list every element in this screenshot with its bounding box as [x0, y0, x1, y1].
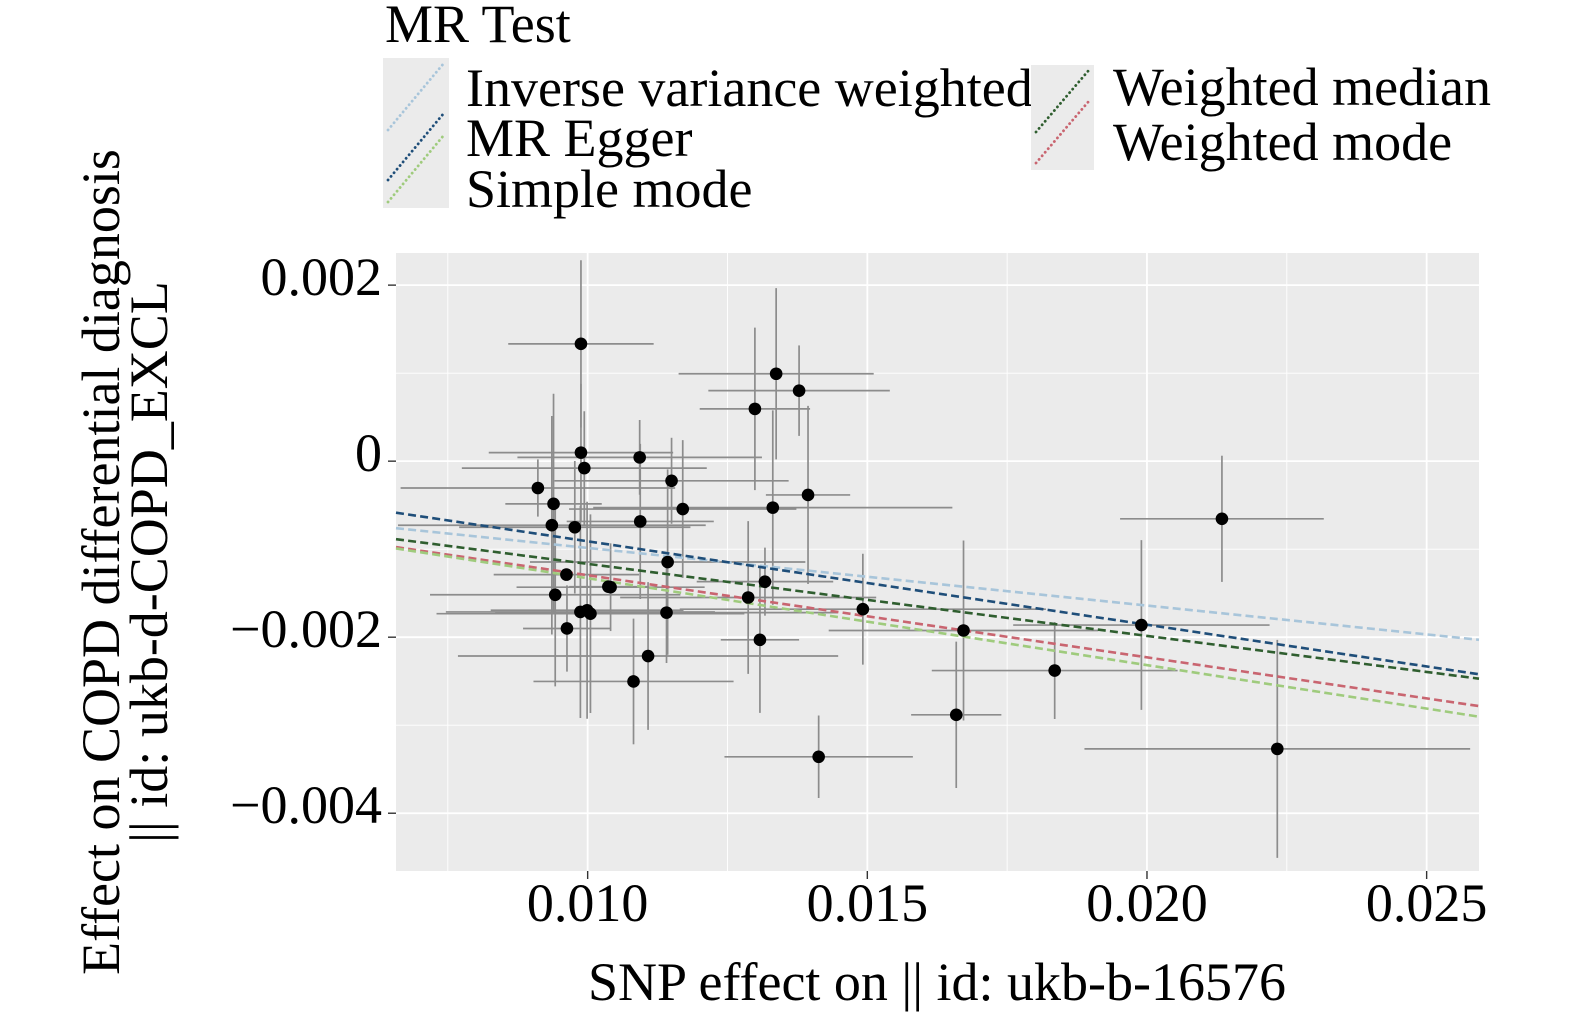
svg-text:0.025: 0.025 [1366, 873, 1488, 933]
svg-text:−0.002: −0.002 [230, 599, 382, 659]
svg-text:0.002: 0.002 [261, 247, 383, 307]
svg-text:|| id: ukb-d-COPD_EXCL: || id: ukb-d-COPD_EXCL [119, 281, 179, 843]
svg-text:Weighted median: Weighted median [1113, 57, 1491, 117]
svg-text:MR Test: MR Test [385, 0, 571, 54]
svg-text:SNP effect on || id: ukb-b-165: SNP effect on || id: ukb-b-16576 [588, 952, 1286, 1012]
svg-text:Simple mode: Simple mode [466, 159, 752, 219]
svg-text:0.015: 0.015 [807, 873, 929, 933]
svg-text:0: 0 [355, 423, 382, 483]
svg-text:0.020: 0.020 [1086, 873, 1208, 933]
svg-text:0.010: 0.010 [527, 873, 649, 933]
svg-text:−0.004: −0.004 [230, 775, 382, 835]
svg-text:Weighted mode: Weighted mode [1113, 112, 1452, 172]
